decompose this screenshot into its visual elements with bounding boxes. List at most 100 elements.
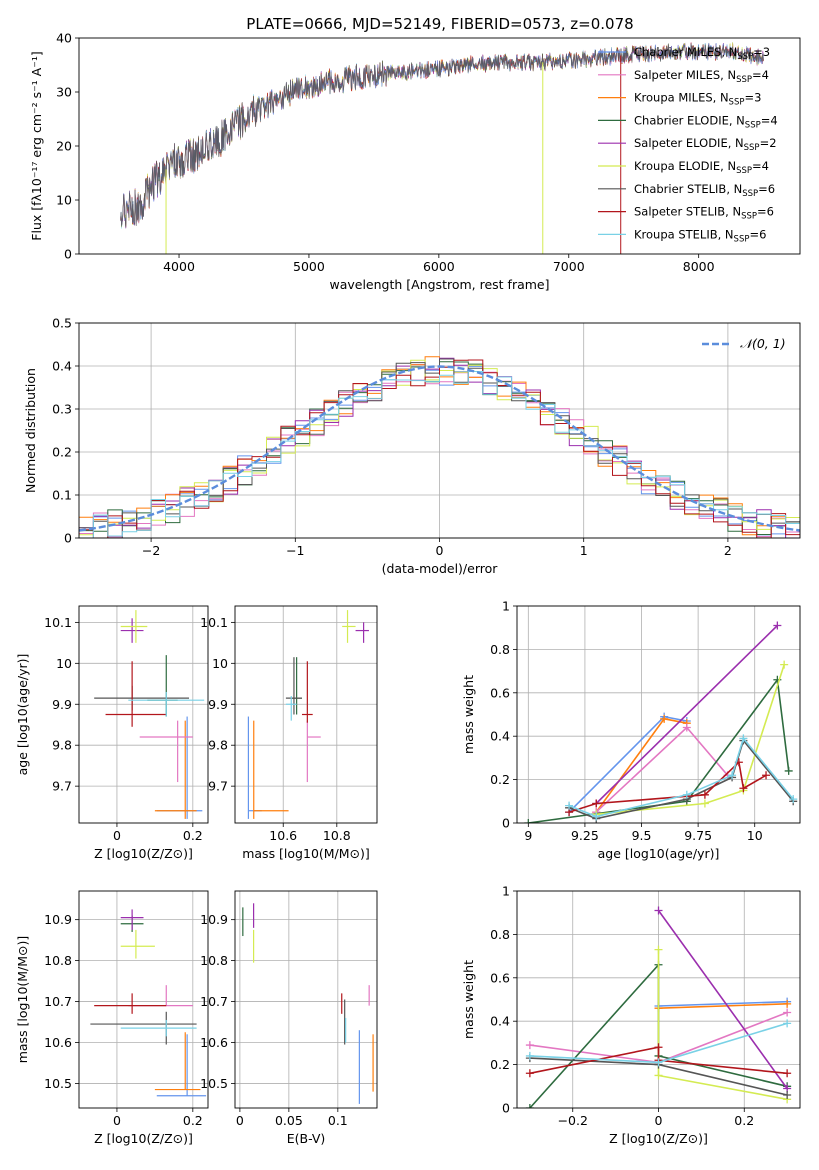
legend-entry: Chabrier STELIB, NSSP=6 (634, 182, 775, 199)
x-axis-label: (data-model)/error (382, 561, 499, 576)
y-tick-label: 0.2 (490, 1057, 510, 1072)
weight-marker (654, 906, 663, 915)
weight-series (568, 760, 767, 813)
y-tick-label: 0.4 (490, 1014, 510, 1029)
y-axis-label: Flux [fλ10⁻¹⁷ erg cm⁻² s⁻¹ A⁻¹] (29, 51, 44, 240)
weight-marker (783, 1069, 792, 1078)
y-tick-label: 9.7 (52, 779, 72, 794)
y-axis-label: mass weight (461, 675, 476, 754)
legend-entry: Salpeter ELODIE, NSSP=2 (634, 136, 777, 153)
legend-count: =6 (749, 227, 766, 241)
errorbar-group (242, 903, 374, 1104)
weight-marker (592, 812, 601, 821)
y-tick-label: 9.9 (208, 697, 228, 712)
x-tick-label: 7000 (553, 259, 585, 274)
axes-frame (234, 890, 378, 1109)
x-tick-label: 10.8 (323, 828, 351, 843)
weight-marker (739, 784, 748, 793)
x-axis-label: wavelength [Angstrom, rest frame] (329, 277, 549, 292)
legend-entry: Kroupa ELODIE, NSSP=4 (634, 159, 769, 176)
axes-frame (78, 37, 801, 255)
y-tick-label: 0.5 (52, 316, 72, 331)
weight-marker (565, 801, 574, 810)
y-axis-label: mass weight (461, 960, 476, 1039)
weight-marker (783, 999, 792, 1008)
weight-marker (762, 771, 771, 780)
y-tick-label: 10.1 (200, 615, 228, 630)
x-tick-label: 0 (113, 1113, 121, 1128)
legend-entry: Chabrier ELODIE, NSSP=4 (634, 113, 778, 130)
x-axis-label: Z [log10(Z/Z⊙)] (94, 846, 193, 861)
y-tick-label: 0 (64, 531, 72, 546)
y-tick-label: 0.8 (490, 927, 510, 942)
y-tick-label: 0.3 (52, 402, 72, 417)
weight-marker (682, 723, 691, 732)
weight-marker (592, 799, 601, 808)
y-tick-label: 0.8 (490, 642, 510, 657)
spectrum-panel: 4000 5000 6000 7000 8000 0 10 20 30 40 wavelength … (29, 31, 801, 292)
age-vs-Z-panel: 0 0.2 9.7 9.8 9.9 10 10.1 Z [log10(Z/Z⊙)] age [l… (15, 605, 209, 861)
x-tick-label: 9.25 (571, 828, 599, 843)
weight-marker (525, 1104, 534, 1108)
x-tick-label: 0 (436, 543, 444, 558)
y-tick-label: 0.6 (490, 685, 510, 700)
weight-marker (525, 1069, 534, 1078)
x-axis-label: Z [log10(Z/Z⊙)] (94, 1131, 193, 1146)
x-tick-label: 1 (580, 543, 588, 558)
legend-count: =6 (757, 205, 774, 219)
y-tick-label: 0.2 (52, 445, 72, 460)
weight-marker (654, 1071, 663, 1080)
legend-count: =4 (761, 113, 778, 127)
y-tick-label: 0 (64, 247, 72, 262)
x-axis-label: E(B-V) (287, 1131, 326, 1146)
y-tick-label: 0 (502, 1101, 510, 1116)
legend-entry: 𝒩(0, 1) (740, 336, 786, 351)
legend-subscript: SSP (736, 166, 752, 176)
x-tick-label: 0.2 (183, 1113, 203, 1128)
weight-vs-Z-panel: −0.2 0 0.2 0 0.2 0.4 0.6 0.8 1 Z [log10(Z/Z⊙)] mas… (461, 884, 801, 1146)
y-tick-label: 10.6 (44, 1035, 72, 1050)
y-tick-label: 10.6 (200, 1035, 228, 1050)
mass-vs-Z-panel: 0 0.2 10.5 10.6 10.7 10.8 10.9 Z [log10(Z/Z⊙)] m… (15, 890, 209, 1146)
figure-title: PLATE=0666, MJD=52149, FIBERID=0573, z=0… (246, 15, 633, 33)
y-tick-label: 0.6 (490, 970, 510, 985)
y-tick-label: 40 (56, 31, 72, 46)
x-tick-label: −0.2 (558, 1113, 588, 1128)
y-tick-label: 10.9 (200, 912, 228, 927)
legend-subscript: SSP (742, 189, 758, 199)
y-tick-label: 10.8 (44, 953, 72, 968)
legend-label: Chabrier STELIB, N (634, 182, 742, 196)
weight-marker (783, 1008, 792, 1017)
legend-count: =2 (760, 136, 777, 150)
legend-subscript: SSP (744, 143, 760, 153)
weight-series (658, 1003, 788, 1009)
y-tick-label: 10 (212, 656, 228, 671)
x-tick-label: 0 (655, 1113, 663, 1128)
y-axis-label: Normed distribution (23, 368, 38, 493)
weight-marker (739, 734, 748, 743)
weight-series (595, 624, 778, 805)
y-tick-label: 0.1 (52, 488, 72, 503)
weight-marker (660, 714, 669, 723)
weight-marker (780, 660, 789, 669)
y-tick-label: 0.4 (490, 729, 510, 744)
weight-lines (524, 621, 798, 823)
legend-label: Kroupa STELIB, N (634, 227, 734, 241)
legend-label: Salpeter MILES, N (634, 68, 736, 82)
weight-series (657, 949, 788, 1101)
y-tick-label: 10.8 (200, 953, 228, 968)
spectrum-lines (120, 42, 764, 254)
weight-marker (524, 819, 533, 823)
y-tick-label: 10.7 (44, 994, 72, 1009)
age-vs-mass-panel: 10.6 10.8 9.7 9.8 9.9 10 10.1 mass [log10(M/M⊙)… (200, 605, 378, 861)
weight-series (657, 910, 788, 1089)
weight-marker (525, 1051, 534, 1060)
x-tick-label: 10 (747, 828, 763, 843)
y-tick-label: 30 (56, 85, 72, 100)
y-tick-label: 9.7 (208, 779, 228, 794)
y-tick-label: 10.9 (44, 912, 72, 927)
x-tick-label: 0.2 (183, 828, 203, 843)
legend-count: =3 (753, 45, 770, 59)
weight-lines (525, 906, 792, 1108)
